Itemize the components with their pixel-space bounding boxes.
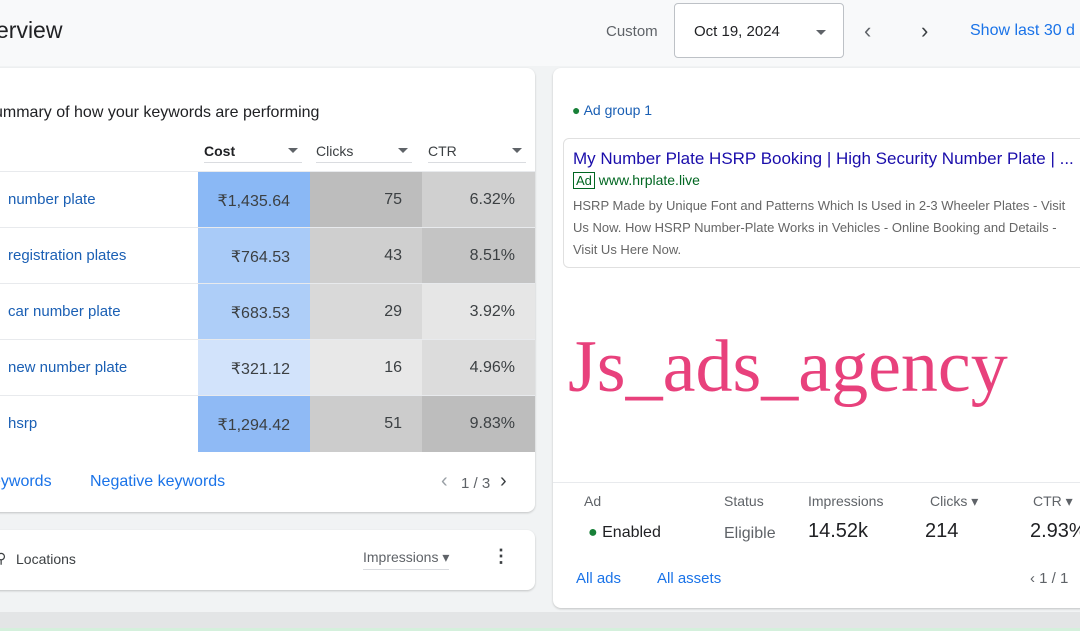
cost-cell: ₹1,294.42 — [198, 396, 310, 452]
column-cost[interactable]: Cost — [204, 143, 302, 163]
keyword-link[interactable]: registration plates — [8, 247, 127, 264]
pagination-label: 1 / 1 — [1039, 570, 1069, 587]
status-dot-icon: ● — [572, 102, 581, 118]
keyword-link[interactable]: new number plate — [8, 359, 128, 376]
col-ad: Ad — [584, 493, 602, 509]
ctr-cell: 4.96% — [422, 340, 535, 396]
clicks-cell: 51 — [310, 396, 422, 452]
table-row[interactable]: new number plate ₹321.12 16 4.96% — [0, 339, 535, 396]
locations-label: Locations — [16, 551, 76, 567]
ad-preview[interactable]: My Number Plate HSRP Booking | High Secu… — [563, 138, 1080, 268]
col-label: CTR — [1033, 493, 1062, 509]
locations-card — [0, 530, 535, 590]
show-last-button[interactable]: Show last 30 d — [970, 22, 1075, 39]
caret-down-icon — [816, 30, 826, 40]
table-row[interactable]: number plate ₹1,435.64 75 6.32% — [0, 171, 535, 228]
ctr-cell: 3.92% — [422, 284, 535, 340]
ctr-value: 2.93% — [1030, 520, 1080, 542]
pagination: 1 / 3 — [461, 475, 491, 492]
ctr-cell: 9.83% — [422, 396, 535, 452]
chevron-left-icon[interactable]: ‹ — [441, 470, 448, 492]
ad-badge: Ad — [573, 172, 595, 189]
custom-label: Custom — [606, 23, 658, 40]
ctr-cell: 8.51% — [422, 228, 535, 284]
col-ctr[interactable]: CTR ▾ — [1033, 493, 1073, 509]
ad-group-link[interactable]: ● Ad group 1 — [572, 102, 652, 118]
column-label: CTR — [428, 143, 457, 159]
chevron-left-icon[interactable]: ‹ — [1030, 570, 1035, 587]
caret-down-icon — [398, 148, 408, 158]
all-assets-link[interactable]: All assets — [657, 570, 722, 587]
enabled-label: Enabled — [602, 524, 661, 541]
col-impressions: Impressions — [808, 493, 884, 509]
impressions-value: 14.52k — [808, 520, 869, 542]
col-label: Clicks — [930, 493, 968, 509]
negative-keywords-link[interactable]: Negative keywords — [90, 473, 226, 490]
keyword-link[interactable]: car number plate — [8, 303, 121, 320]
date-picker[interactable]: Oct 19, 2024 — [674, 3, 844, 58]
header-bar: erview Custom Oct 19, 2024 ‹ › Show last… — [0, 0, 1080, 66]
caret-down-icon — [288, 148, 298, 158]
clicks-cell: 16 — [310, 340, 422, 396]
keywords-link[interactable]: eywords — [0, 473, 52, 490]
ad-status-enabled: ● Enabled — [588, 524, 661, 542]
ad-pagination: ‹ 1 / 1 — [1030, 570, 1068, 587]
chevron-left-icon[interactable]: ‹ — [864, 18, 872, 43]
ad-group-label: Ad group 1 — [583, 102, 653, 118]
chevron-right-icon[interactable]: › — [921, 18, 929, 43]
all-ads-link[interactable]: All ads — [576, 570, 622, 587]
table-row[interactable]: hsrp ₹1,294.42 51 9.83% — [0, 395, 535, 452]
keywords-summary: ummary of how your keywords are performi… — [0, 104, 320, 121]
keyword-link[interactable]: number plate — [8, 191, 96, 208]
ad-card — [553, 68, 1080, 608]
ctr-cell: 6.32% — [422, 172, 535, 228]
cost-cell: ₹764.53 — [198, 228, 310, 284]
location-icon: ⚲ — [0, 550, 7, 566]
keyword-link[interactable]: hsrp — [8, 415, 38, 432]
col-clicks[interactable]: Clicks ▾ — [930, 493, 979, 509]
enabled-dot-icon: ● — [588, 524, 598, 541]
column-label: Cost — [204, 143, 236, 159]
caret-down-icon — [512, 148, 522, 158]
date-value: Oct 19, 2024 — [694, 23, 780, 40]
cost-cell: ₹1,435.64 — [198, 172, 310, 228]
clicks-cell: 29 — [310, 284, 422, 340]
bottom-bar — [0, 612, 1080, 631]
caret-down-icon: ▾ — [442, 549, 450, 565]
ad-url: www.hrplate.live — [598, 172, 700, 188]
table-row[interactable]: car number plate ₹683.53 29 3.92% — [0, 283, 535, 340]
status-value: Eligible — [724, 525, 776, 542]
clicks-value: 214 — [925, 520, 959, 542]
col-status: Status — [724, 493, 764, 509]
cost-cell: ₹321.12 — [198, 340, 310, 396]
cost-cell: ₹683.53 — [198, 284, 310, 340]
column-ctr[interactable]: CTR — [428, 143, 526, 163]
ad-headline: My Number Plate HSRP Booking | High Secu… — [573, 149, 1074, 168]
page-title: erview — [0, 17, 63, 43]
divider — [553, 482, 1080, 483]
clicks-cell: 75 — [310, 172, 422, 228]
ad-description: HSRP Made by Unique Font and Patterns Wh… — [573, 198, 1066, 257]
locations-metric-dropdown[interactable]: Impressions ▾ — [363, 549, 450, 570]
more-vert-icon[interactable]: ⋮ — [492, 546, 510, 566]
column-clicks[interactable]: Clicks — [316, 143, 412, 163]
clicks-cell: 43 — [310, 228, 422, 284]
chevron-right-icon[interactable]: › — [500, 470, 507, 492]
metric-label: Impressions — [363, 549, 439, 565]
column-label: Clicks — [316, 143, 354, 159]
table-row[interactable]: registration plates ₹764.53 43 8.51% — [0, 227, 535, 284]
